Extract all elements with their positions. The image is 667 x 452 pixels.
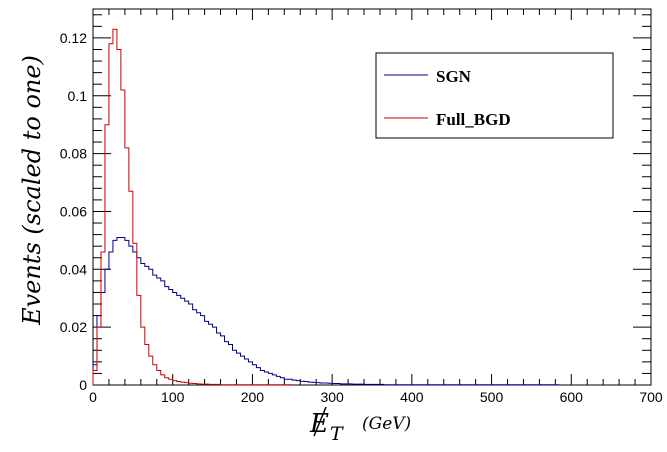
- x-tick-label: 100: [161, 389, 185, 405]
- x-axis-title-unit: (GeV): [362, 414, 411, 434]
- y-tick-label: 0.1: [68, 88, 88, 104]
- y-tick-label: 0.04: [60, 261, 87, 277]
- x-tick-label: 700: [639, 389, 663, 405]
- x-tick-label: 0: [89, 389, 97, 405]
- series-line-sgn: [92, 236, 560, 386]
- legend-box: [375, 52, 614, 139]
- axis-ticks: 0 100 200 300 400 500 600 700 0 0.02 0.04 0.06 0.08 0…: [60, 9, 663, 405]
- x-tick-label: 200: [241, 389, 265, 405]
- x-tick-label: 400: [400, 389, 424, 405]
- legend-label-sgn: SGN: [436, 67, 472, 86]
- series-layer: [92, 28, 560, 386]
- y-tick-label: 0.12: [60, 30, 87, 46]
- y-axis-title: Events (scaled to one): [18, 55, 46, 326]
- y-tick-label: 0.06: [60, 203, 87, 219]
- legend-label-full-bgd: Full_BGD: [436, 110, 511, 129]
- x-axis-title: E T (GeV): [309, 406, 411, 445]
- y-tick-label: 0.08: [60, 146, 87, 162]
- x-tick-label: 500: [480, 389, 504, 405]
- x-tick-label: 300: [320, 389, 344, 405]
- plot-frame: [92, 8, 652, 386]
- x-axis-title-slash: [313, 406, 327, 437]
- legend: SGN Full_BGD: [375, 52, 614, 139]
- series-line-full-bgd: [92, 28, 293, 386]
- y-tick-label: 0.02: [60, 319, 87, 335]
- x-axis-title-subscript: T: [330, 423, 344, 445]
- y-tick-label: 0: [79, 377, 87, 393]
- x-tick-label: 600: [560, 389, 584, 405]
